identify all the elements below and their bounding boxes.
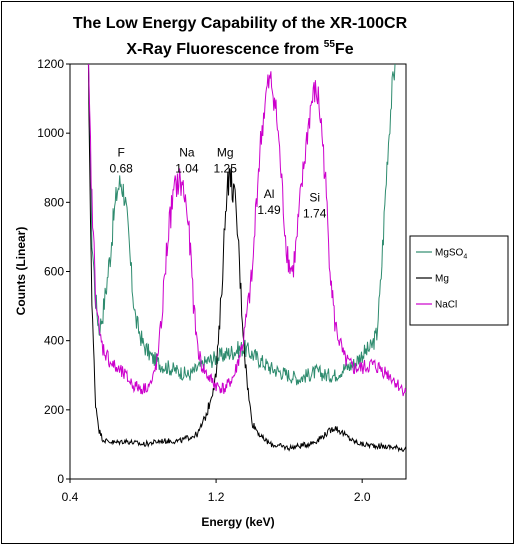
legend-label-mg: Mg [435, 274, 449, 285]
peak-label-energy: 0.68 [109, 162, 133, 176]
legend: MgSO4 Mg NaCl [409, 235, 509, 326]
series-line-mg [87, 64, 406, 453]
legend-label-nacl: NaCl [435, 300, 457, 311]
chart-title-line1: The Low Energy Capability of the XR-100C… [73, 15, 408, 32]
y-tick-label: 200 [44, 403, 64, 417]
series-line-mgso [88, 64, 396, 386]
peak-label-element: F [117, 146, 124, 160]
chart-title-line2: X-Ray Fluorescence from 55Fe [126, 39, 353, 58]
x-tick-label: 2.0 [354, 490, 371, 504]
legend-label-mgso: MgSO4 [435, 248, 467, 261]
x-axis-ticks: 0.4 1.2 2.0 [62, 479, 371, 504]
y-tick-label: 400 [44, 334, 64, 348]
legend-box [409, 235, 509, 326]
x-axis-label: Energy (keV) [201, 515, 274, 529]
chart-title-line2-suffix: Fe [335, 41, 354, 58]
plot-area [69, 63, 407, 480]
peak-label-element: Si [309, 191, 320, 205]
y-tick-label: 0 [57, 472, 64, 486]
x-tick-label: 1.2 [208, 490, 225, 504]
chart-title-line2-sup: 55 [324, 39, 336, 50]
y-tick-label: 800 [44, 195, 64, 209]
y-axis-ticks: 0 200 400 600 800 1000 1200 [37, 57, 70, 486]
plot-border [69, 63, 407, 480]
y-tick-label: 1000 [37, 126, 64, 140]
peak-label-energy: 1.74 [303, 207, 327, 221]
y-axis-label: Counts (Linear) [14, 227, 28, 316]
peak-label-energy: 1.49 [257, 203, 281, 217]
chart-title-line2-prefix: X-Ray Fluorescence from [126, 41, 323, 58]
y-tick-label: 600 [44, 265, 64, 279]
y-tick-label: 1200 [37, 57, 64, 71]
peak-label-energy: 1.04 [175, 162, 199, 176]
peak-annotations: F 0.68 Na 1.04 Mg 1.25 Al 1.49 Si 1.74 [109, 146, 326, 221]
series-line-nacl [88, 64, 406, 397]
peak-label-element: Mg [217, 146, 234, 160]
peak-label-element: Na [179, 146, 195, 160]
peak-label-energy: 1.25 [214, 162, 238, 176]
x-tick-label: 0.4 [62, 490, 79, 504]
peak-label-element: Al [264, 187, 275, 201]
